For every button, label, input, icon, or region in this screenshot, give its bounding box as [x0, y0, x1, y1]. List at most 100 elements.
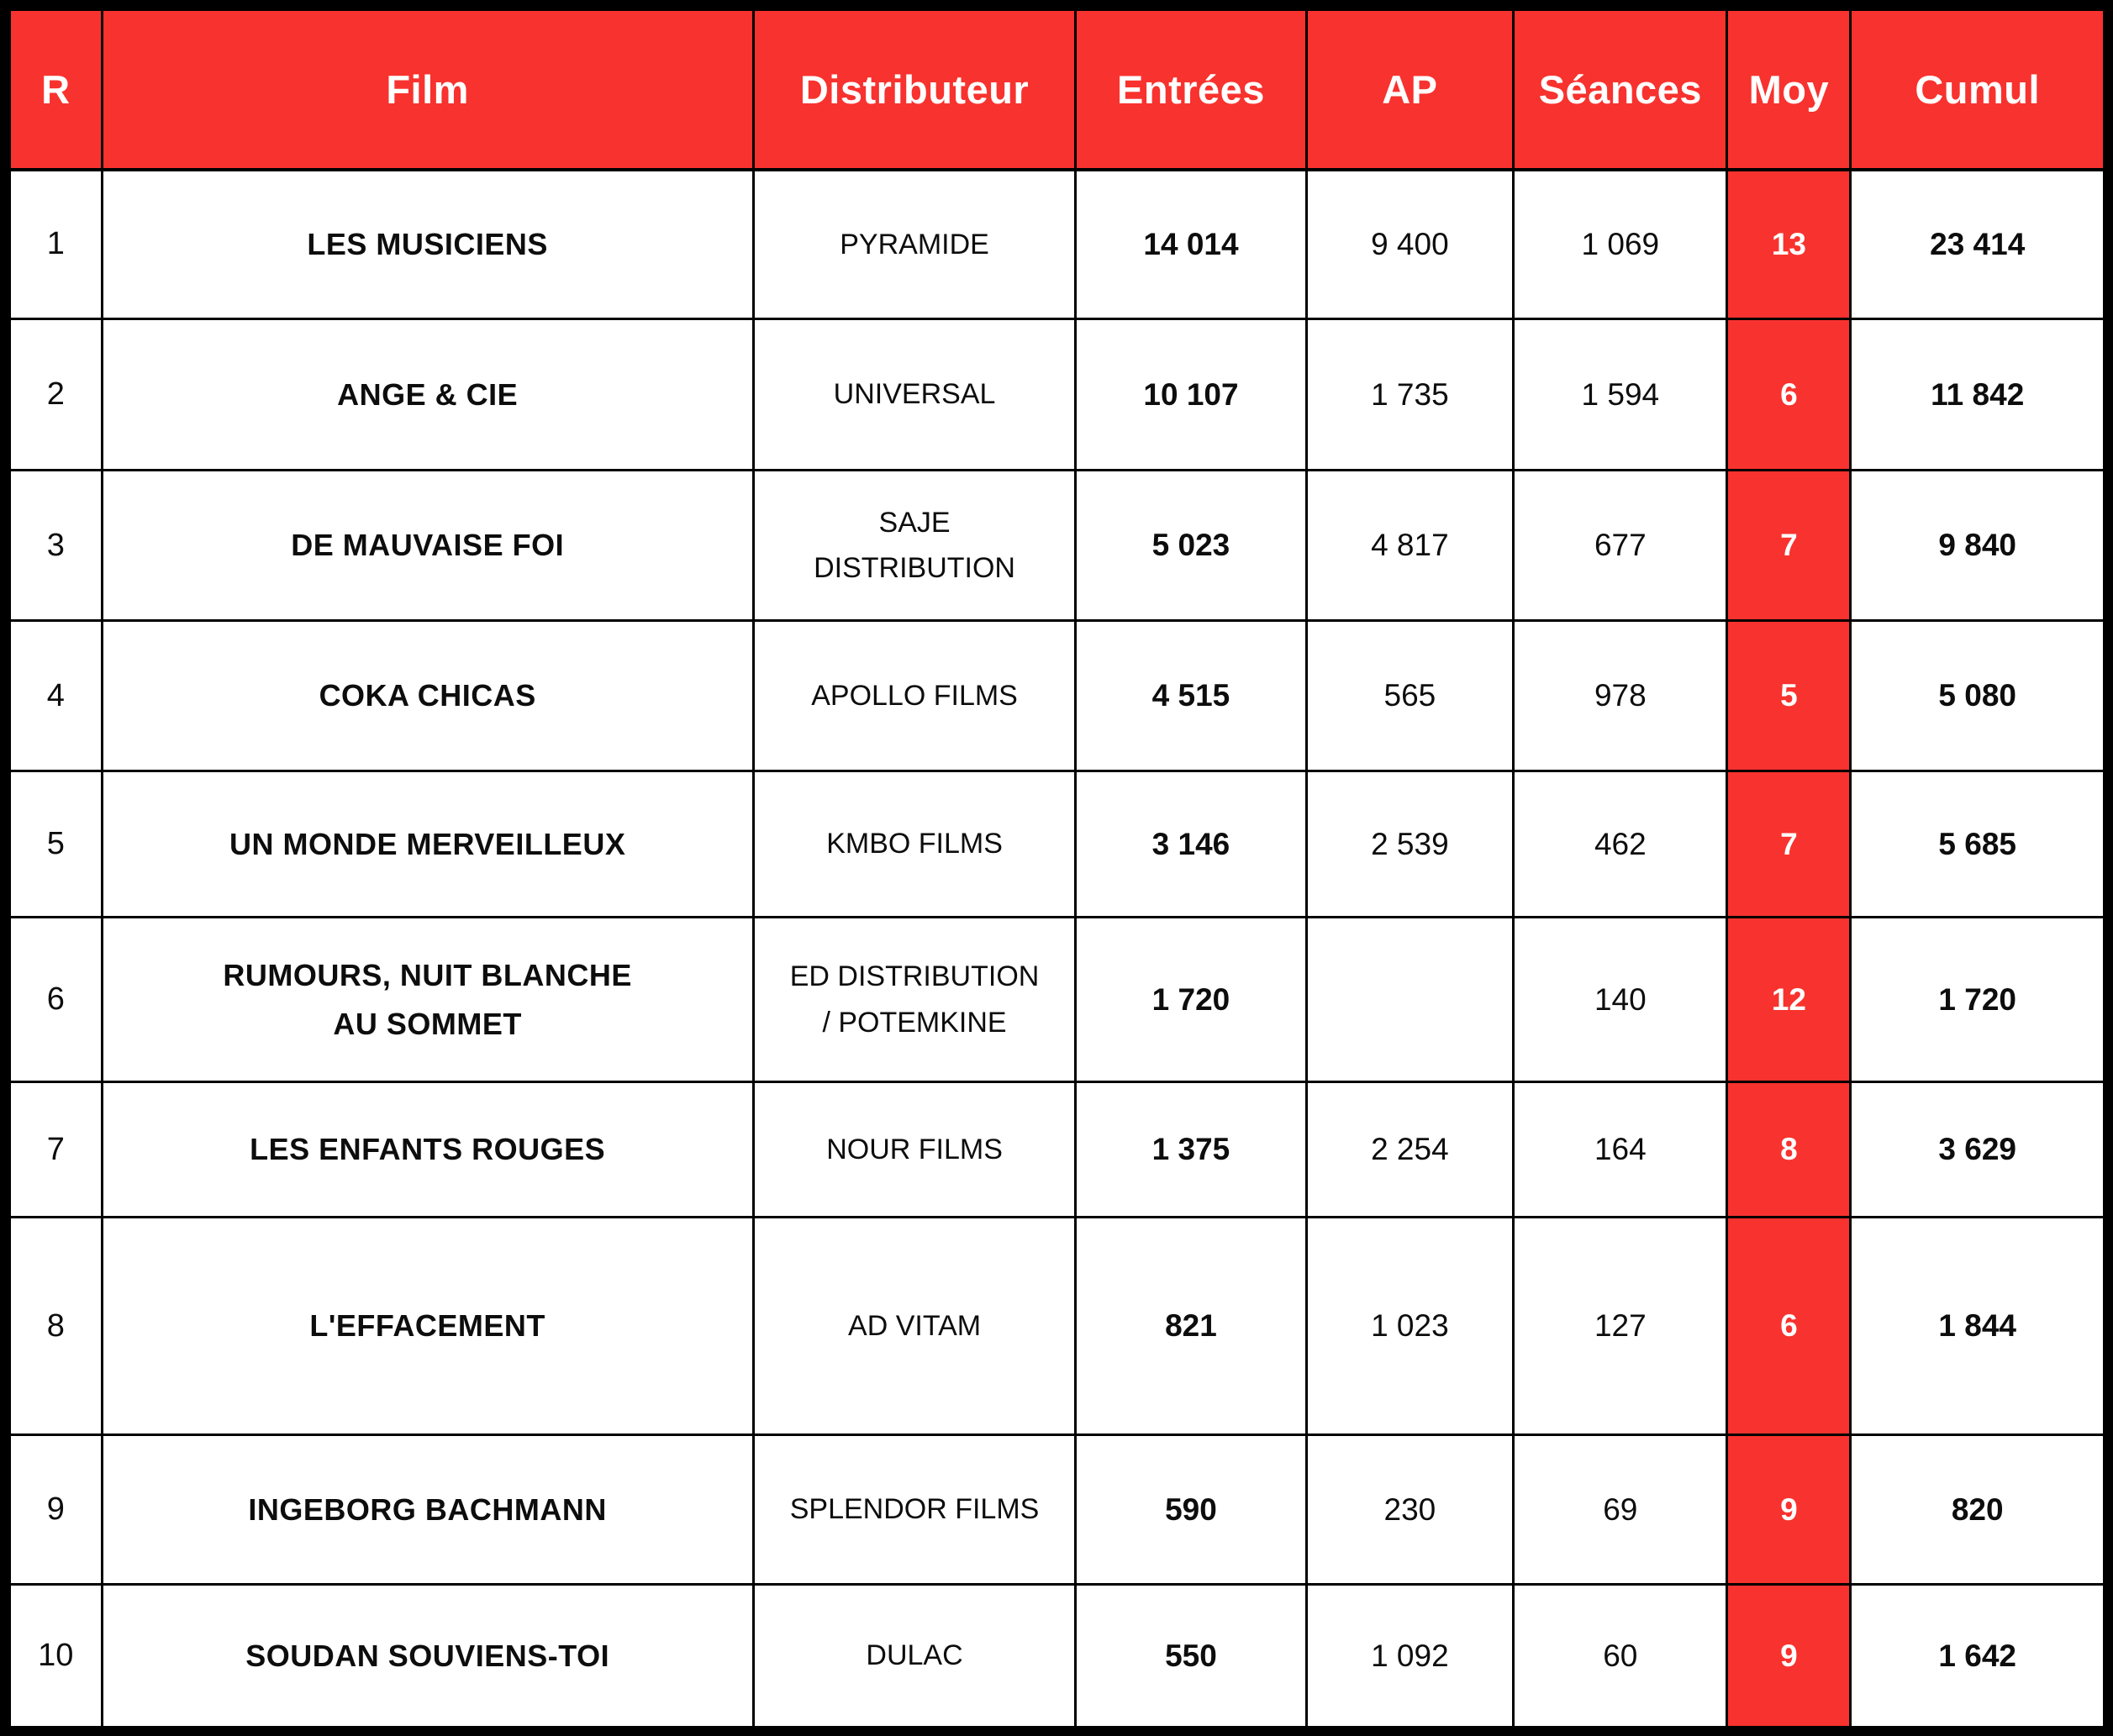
film-cell: ANGE & CIE — [100, 318, 755, 471]
moy-cell: 8 — [1726, 1081, 1852, 1218]
column-header-ap: AP — [1304, 8, 1515, 171]
ap-cell: 2 539 — [1304, 770, 1515, 918]
film-cell: SOUDAN SOUVIENS-TOI — [100, 1583, 755, 1728]
table-row: 8 L'EFFACEMENT AD VITAM 821 1 023 127 6 … — [8, 1216, 2105, 1436]
table-row: 6 RUMOURS, NUIT BLANCHE AU SOMMET ED DIS… — [8, 916, 2105, 1083]
column-header-film: Film — [100, 8, 755, 171]
moy-cell: 6 — [1726, 1216, 1852, 1436]
film-cell: LES MUSICIENS — [100, 168, 755, 320]
column-header-entrees: Entrées — [1074, 8, 1308, 171]
seances-cell: 1 594 — [1512, 318, 1729, 471]
distributor-cell: PYRAMIDE — [751, 168, 1078, 320]
table-row: 10 SOUDAN SOUVIENS-TOI DULAC 550 1 092 6… — [8, 1583, 2105, 1728]
distributor-cell: AD VITAM — [751, 1216, 1078, 1436]
seances-cell: 164 — [1512, 1081, 1729, 1218]
film-cell: DE MAUVAISE FOI — [100, 469, 755, 622]
rank-cell: 5 — [8, 770, 103, 918]
table-row: 2 ANGE & CIE UNIVERSAL 10 107 1 735 1 59… — [8, 318, 2105, 471]
column-header-rank: R — [8, 8, 103, 171]
rank-cell: 6 — [8, 916, 103, 1083]
film-cell: LES ENFANTS ROUGES — [100, 1081, 755, 1218]
seances-cell: 978 — [1512, 619, 1729, 772]
entrees-cell: 4 515 — [1074, 619, 1308, 772]
distributor-cell: SAJE DISTRIBUTION — [751, 469, 1078, 622]
column-header-cumul: Cumul — [1849, 8, 2105, 171]
column-header-distributor: Distributeur — [751, 8, 1078, 171]
rank-cell: 7 — [8, 1081, 103, 1218]
column-header-moy: Moy — [1726, 8, 1852, 171]
ap-cell: 565 — [1304, 619, 1515, 772]
moy-cell: 12 — [1726, 916, 1852, 1083]
ap-cell: 1 092 — [1304, 1583, 1515, 1728]
distributor-cell: SPLENDOR FILMS — [751, 1434, 1078, 1586]
ap-cell — [1304, 916, 1515, 1083]
rank-cell: 8 — [8, 1216, 103, 1436]
moy-cell: 9 — [1726, 1434, 1852, 1586]
moy-cell: 7 — [1726, 770, 1852, 918]
distributor-cell: UNIVERSAL — [751, 318, 1078, 471]
cumul-cell: 1 844 — [1849, 1216, 2105, 1436]
cumul-cell: 5 080 — [1849, 619, 2105, 772]
entrees-cell: 3 146 — [1074, 770, 1308, 918]
ap-cell: 1 735 — [1304, 318, 1515, 471]
rank-cell: 10 — [8, 1583, 103, 1728]
cumul-cell: 1 720 — [1849, 916, 2105, 1083]
distributor-cell: NOUR FILMS — [751, 1081, 1078, 1218]
entrees-cell: 550 — [1074, 1583, 1308, 1728]
table-row: 5 UN MONDE MERVEILLEUX KMBO FILMS 3 146 … — [8, 770, 2105, 918]
ap-cell: 1 023 — [1304, 1216, 1515, 1436]
rank-cell: 9 — [8, 1434, 103, 1586]
cumul-cell: 23 414 — [1849, 168, 2105, 320]
film-cell: L'EFFACEMENT — [100, 1216, 755, 1436]
entrees-cell: 1 720 — [1074, 916, 1308, 1083]
entrees-cell: 14 014 — [1074, 168, 1308, 320]
ap-cell: 230 — [1304, 1434, 1515, 1586]
table-row: 9 INGEBORG BACHMANN SPLENDOR FILMS 590 2… — [8, 1434, 2105, 1586]
seances-cell: 1 069 — [1512, 168, 1729, 320]
seances-cell: 677 — [1512, 469, 1729, 622]
cumul-cell: 11 842 — [1849, 318, 2105, 471]
entrees-cell: 1 375 — [1074, 1081, 1308, 1218]
seances-cell: 140 — [1512, 916, 1729, 1083]
cumul-cell: 5 685 — [1849, 770, 2105, 918]
table-row: 4 COKA CHICAS APOLLO FILMS 4 515 565 978… — [8, 619, 2105, 772]
moy-cell: 13 — [1726, 168, 1852, 320]
film-cell: UN MONDE MERVEILLEUX — [100, 770, 755, 918]
cumul-cell: 9 840 — [1849, 469, 2105, 622]
film-cell: INGEBORG BACHMANN — [100, 1434, 755, 1586]
rank-cell: 3 — [8, 469, 103, 622]
entrees-cell: 821 — [1074, 1216, 1308, 1436]
header-row: R Film Distributeur Entrées AP Séances M… — [8, 8, 2105, 171]
ap-cell: 9 400 — [1304, 168, 1515, 320]
distributor-cell: KMBO FILMS — [751, 770, 1078, 918]
seances-cell: 462 — [1512, 770, 1729, 918]
film-cell: COKA CHICAS — [100, 619, 755, 772]
column-header-seances: Séances — [1512, 8, 1729, 171]
box-office-table: R Film Distributeur Entrées AP Séances M… — [8, 8, 2105, 1728]
rank-cell: 2 — [8, 318, 103, 471]
entrees-cell: 10 107 — [1074, 318, 1308, 471]
ap-cell: 4 817 — [1304, 469, 1515, 622]
ap-cell: 2 254 — [1304, 1081, 1515, 1218]
moy-cell: 7 — [1726, 469, 1852, 622]
cumul-cell: 3 629 — [1849, 1081, 2105, 1218]
cumul-cell: 1 642 — [1849, 1583, 2105, 1728]
rank-cell: 4 — [8, 619, 103, 772]
film-cell: RUMOURS, NUIT BLANCHE AU SOMMET — [100, 916, 755, 1083]
moy-cell: 9 — [1726, 1583, 1852, 1728]
moy-cell: 6 — [1726, 318, 1852, 471]
seances-cell: 69 — [1512, 1434, 1729, 1586]
distributor-cell: DULAC — [751, 1583, 1078, 1728]
table-row: 1 LES MUSICIENS PYRAMIDE 14 014 9 400 1 … — [8, 168, 2105, 320]
seances-cell: 60 — [1512, 1583, 1729, 1728]
entrees-cell: 5 023 — [1074, 469, 1308, 622]
distributor-cell: ED DISTRIBUTION / POTEMKINE — [751, 916, 1078, 1083]
rank-cell: 1 — [8, 168, 103, 320]
entrees-cell: 590 — [1074, 1434, 1308, 1586]
distributor-cell: APOLLO FILMS — [751, 619, 1078, 772]
seances-cell: 127 — [1512, 1216, 1729, 1436]
table-row: 7 LES ENFANTS ROUGES NOUR FILMS 1 375 2 … — [8, 1081, 2105, 1218]
moy-cell: 5 — [1726, 619, 1852, 772]
cumul-cell: 820 — [1849, 1434, 2105, 1586]
